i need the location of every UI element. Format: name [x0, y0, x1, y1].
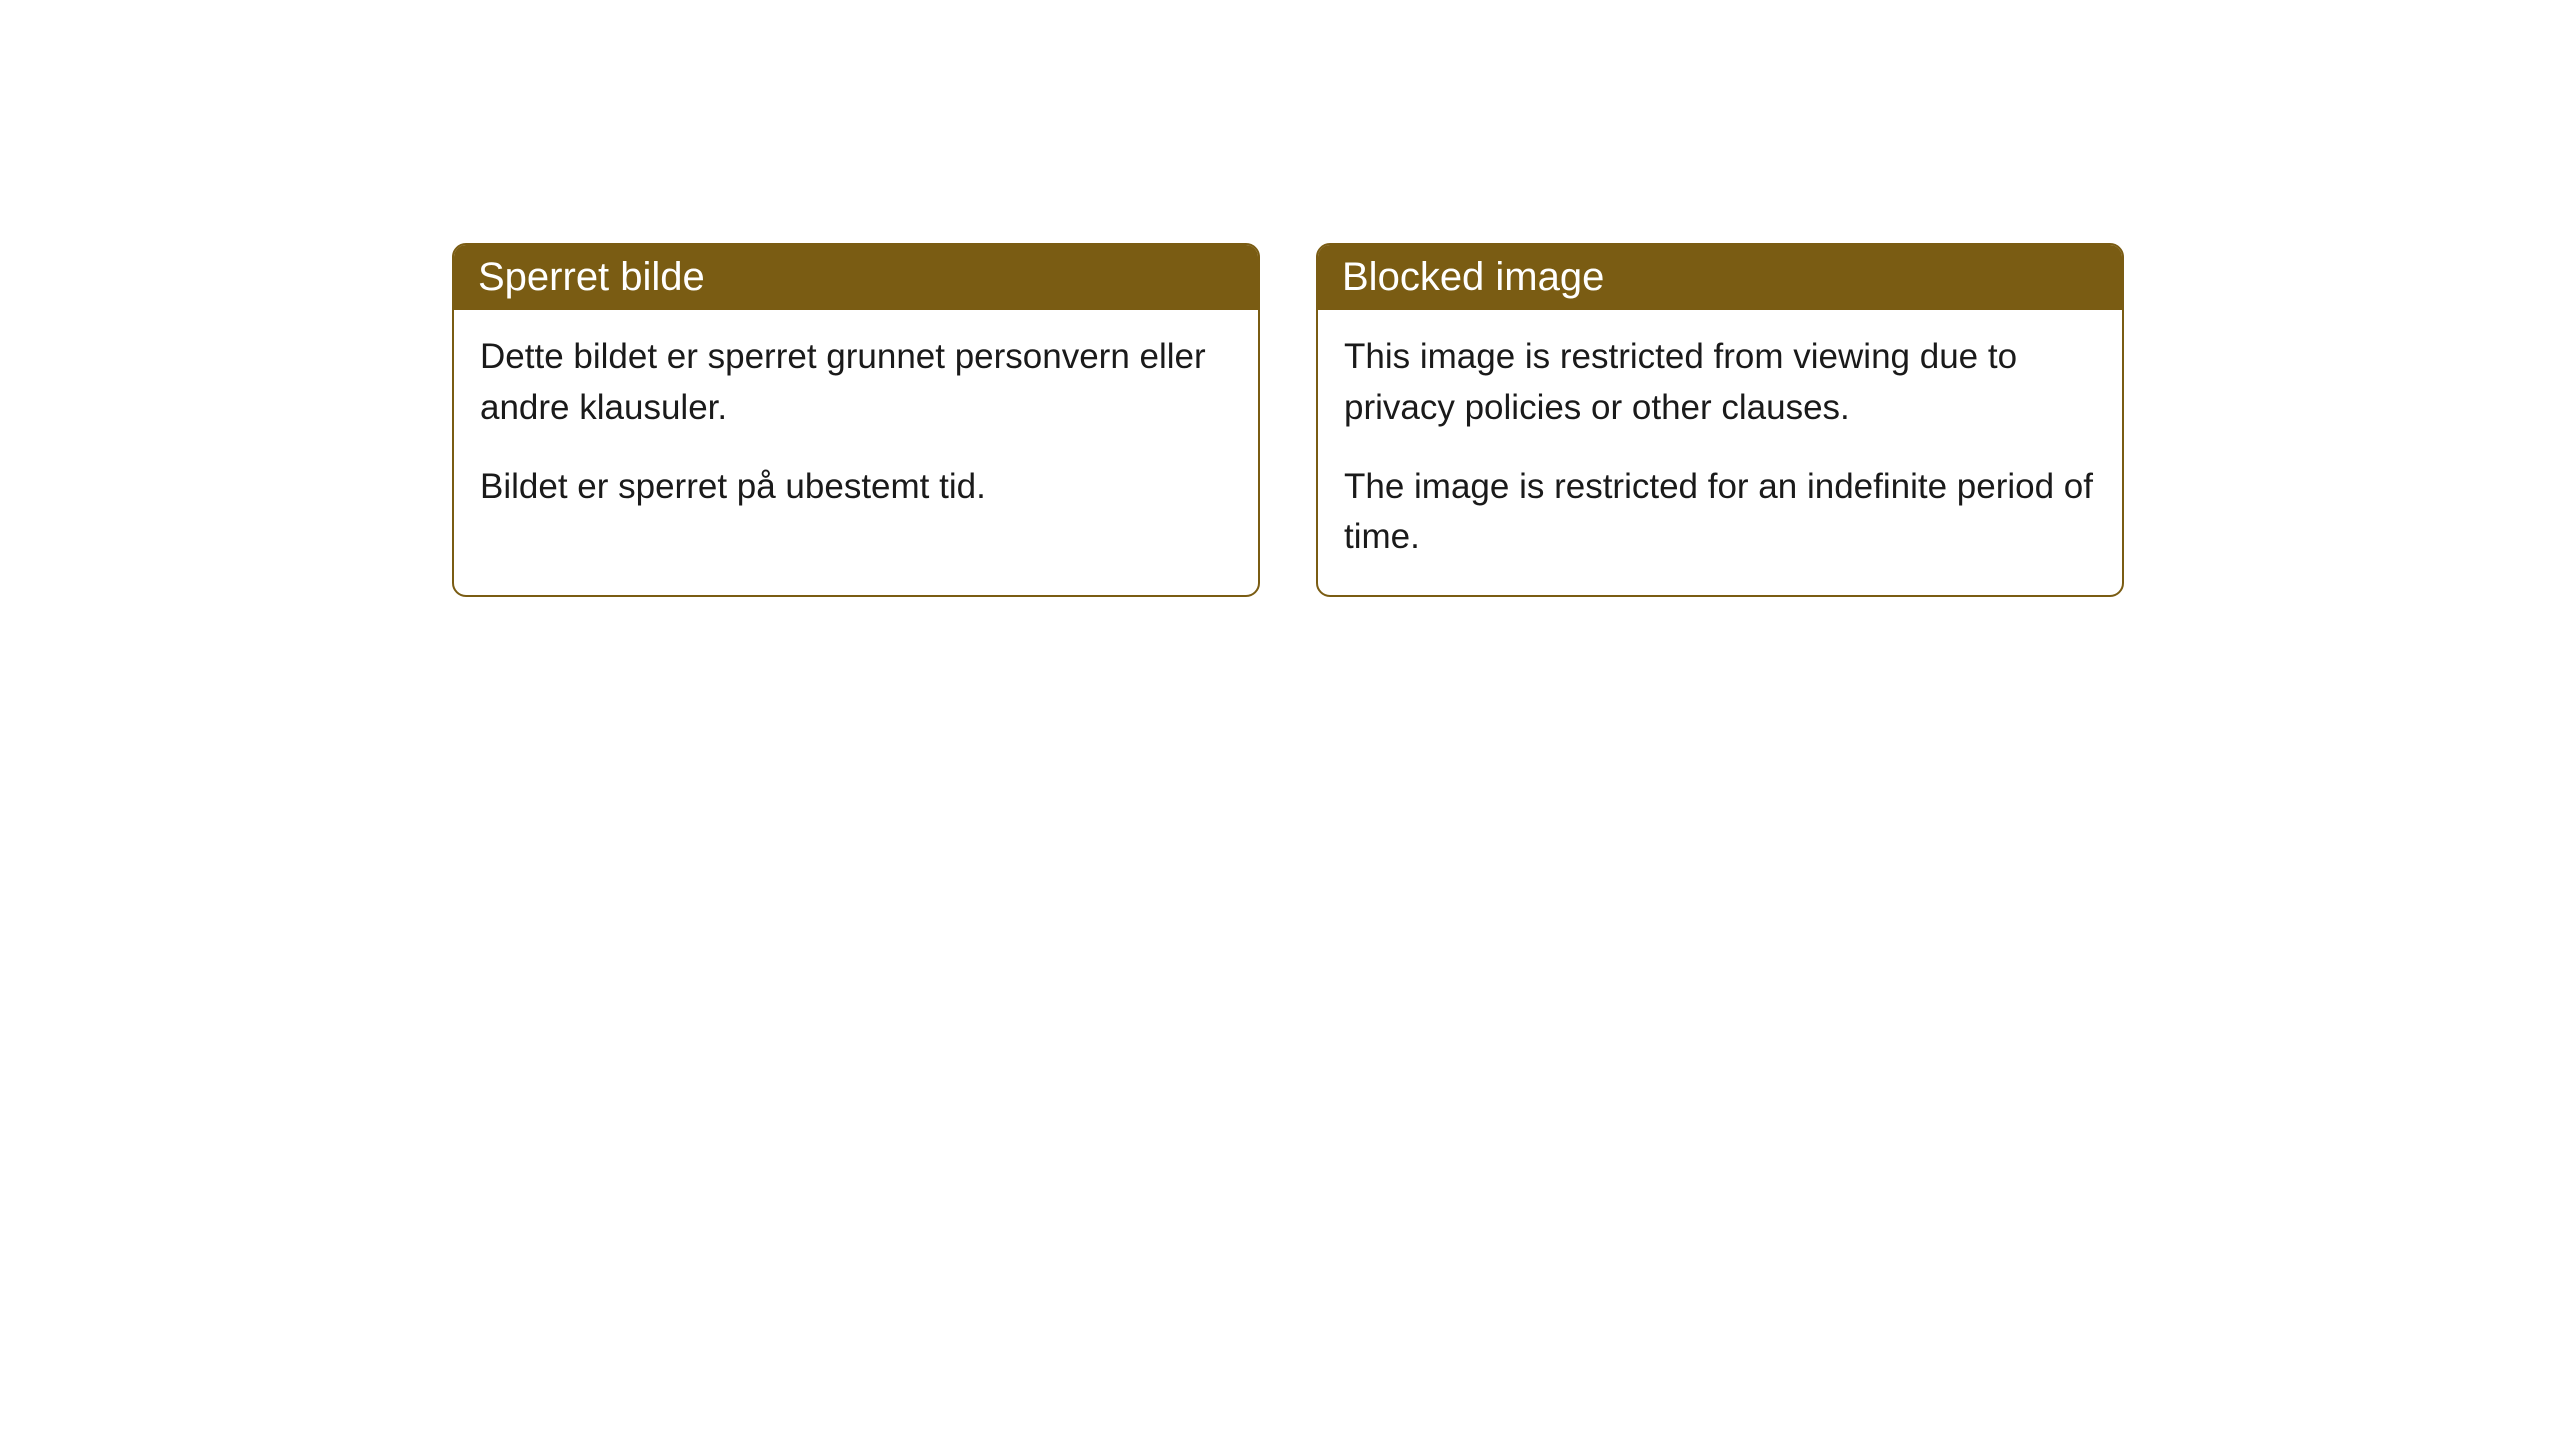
notice-cards-container: Sperret bilde Dette bildet er sperret gr…: [452, 243, 2124, 597]
card-paragraph: The image is restricted for an indefinit…: [1344, 462, 2096, 564]
card-title: Blocked image: [1342, 255, 1604, 299]
card-paragraph: Bildet er sperret på ubestemt tid.: [480, 462, 1232, 513]
card-paragraph: This image is restricted from viewing du…: [1344, 332, 2096, 434]
card-title: Sperret bilde: [478, 255, 705, 299]
card-paragraph: Dette bildet er sperret grunnet personve…: [480, 332, 1232, 434]
card-header-en: Blocked image: [1318, 245, 2122, 310]
card-header-no: Sperret bilde: [454, 245, 1258, 310]
blocked-image-card-no: Sperret bilde Dette bildet er sperret gr…: [452, 243, 1260, 597]
card-body-no: Dette bildet er sperret grunnet personve…: [454, 310, 1258, 544]
blocked-image-card-en: Blocked image This image is restricted f…: [1316, 243, 2124, 597]
card-body-en: This image is restricted from viewing du…: [1318, 310, 2122, 595]
